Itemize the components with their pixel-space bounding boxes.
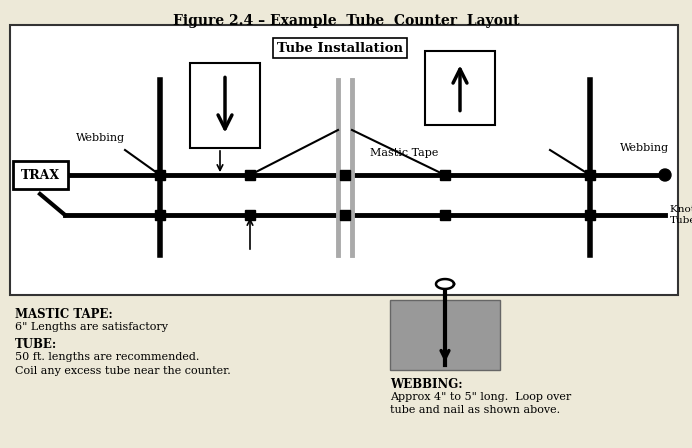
Bar [425, 51, 495, 125]
Text: 6" Lengths are satisfactory: 6" Lengths are satisfactory [15, 322, 168, 332]
Text: 8 ft.: 8 ft. [195, 133, 219, 146]
Text: tube and nail as shown above.: tube and nail as shown above. [390, 405, 560, 415]
Bar [155, 210, 165, 220]
Text: Webbing: Webbing [620, 143, 669, 153]
Bar [440, 170, 450, 180]
Bar [12, 161, 68, 189]
Text: WEBBING:: WEBBING: [390, 378, 463, 391]
Bar [10, 25, 678, 295]
Text: Mastic Tape: Mastic Tape [370, 148, 438, 158]
Bar [585, 170, 595, 180]
Text: Figure 2.4 – Example  Tube  Counter  Layout: Figure 2.4 – Example Tube Counter Layout [173, 14, 519, 28]
Text: Webbing: Webbing [75, 133, 125, 143]
Bar [390, 300, 500, 370]
Text: Coil any excess tube near the counter.: Coil any excess tube near the counter. [15, 366, 230, 376]
Bar [340, 210, 350, 220]
Text: Approx 4" to 5" long.  Loop over: Approx 4" to 5" long. Loop over [390, 392, 572, 402]
Bar [440, 210, 450, 220]
Bar [155, 170, 165, 180]
Bar [245, 210, 255, 220]
Text: Tube Installation: Tube Installation [277, 42, 403, 55]
Bar [585, 210, 595, 220]
Bar [190, 63, 260, 147]
Text: TRAX: TRAX [21, 168, 60, 181]
Text: TUBE:: TUBE: [15, 338, 57, 351]
Text: 50 ft. lengths are recommended.: 50 ft. lengths are recommended. [15, 352, 199, 362]
Bar [340, 170, 350, 180]
Text: MASTIC TAPE:: MASTIC TAPE: [15, 308, 113, 321]
Circle shape [659, 169, 671, 181]
Text: Knot in
Tube: Knot in Tube [670, 205, 692, 225]
Bar [245, 170, 255, 180]
